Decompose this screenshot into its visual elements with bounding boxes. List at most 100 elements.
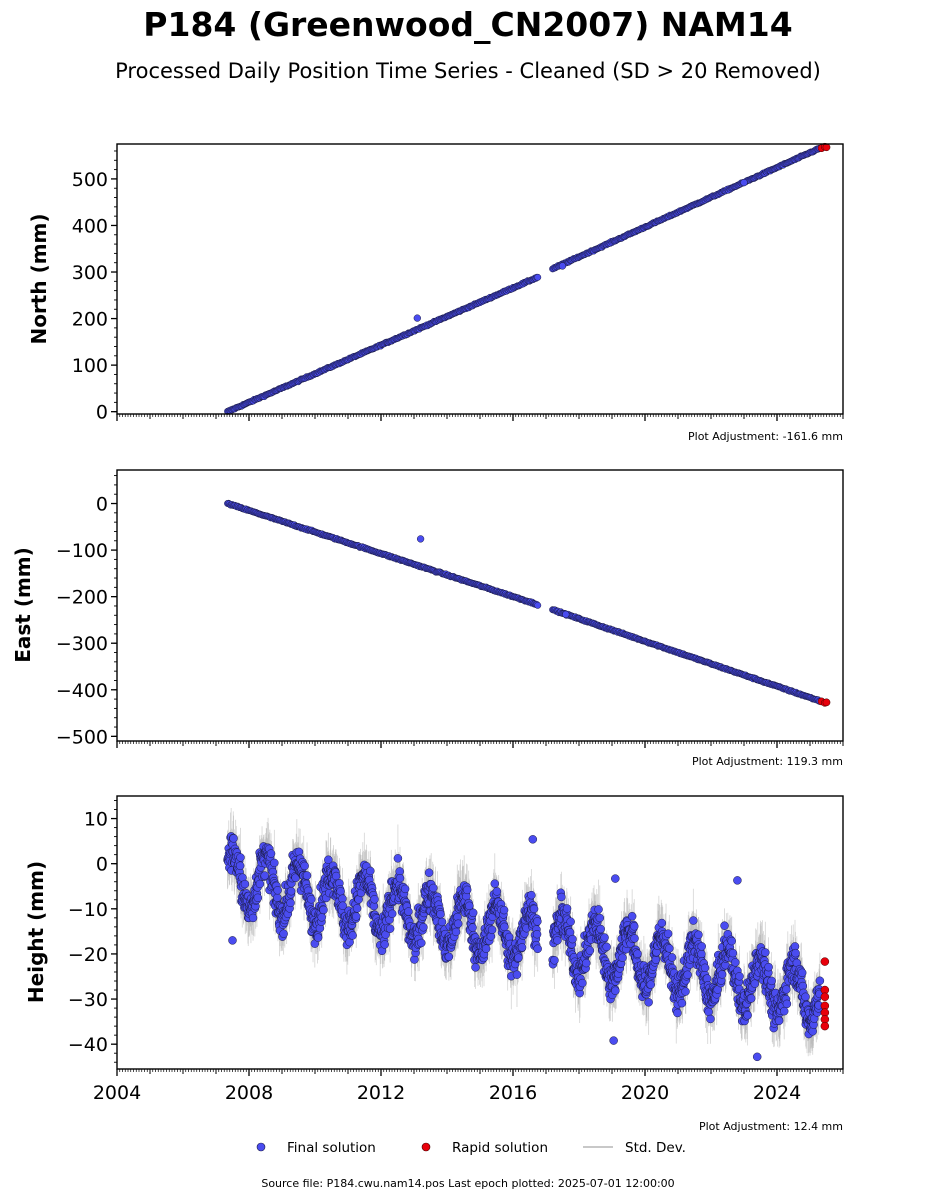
final-solution-point xyxy=(331,871,341,881)
final-solution-point xyxy=(273,886,282,895)
final-solution-point xyxy=(500,922,509,932)
final-solution-point xyxy=(260,871,269,880)
y-tick-label: 0 xyxy=(96,494,108,516)
y-tick-label: 500 xyxy=(72,169,108,191)
final-solution-point xyxy=(517,943,527,952)
final-solution-point xyxy=(366,866,375,876)
final-solution-point xyxy=(490,879,500,888)
final-solution-point xyxy=(348,931,357,940)
final-solution-outlier xyxy=(740,178,748,187)
chart-title: P184 (Greenwood_CN2007) NAM14 xyxy=(143,5,792,44)
north-panel: 0 100 200 300 400 500 North (mm) Plot Adjustm… xyxy=(27,142,844,443)
final-solution-point xyxy=(300,861,309,871)
final-solution-point xyxy=(385,924,395,933)
final-solution-point xyxy=(313,933,323,942)
final-solution-outlier xyxy=(562,610,570,618)
y-tick-label: 400 xyxy=(72,215,108,237)
y-tick-label: −300 xyxy=(56,633,108,655)
final-solution-point xyxy=(553,936,562,945)
final-solution-point xyxy=(487,925,497,935)
final-solution-point xyxy=(557,892,566,902)
north-adjustment: Plot Adjustment: -161.6 mm xyxy=(688,430,843,443)
final-solution-point xyxy=(352,904,362,913)
final-solution-point xyxy=(465,901,474,911)
final-solution-point xyxy=(240,879,250,889)
final-solution-point xyxy=(534,601,542,609)
final-solution-point xyxy=(499,905,509,915)
final-solution-point xyxy=(585,946,595,955)
final-solution-point xyxy=(462,885,472,895)
final-solution-point xyxy=(504,932,514,942)
final-solution-point xyxy=(306,895,316,904)
final-solution-point xyxy=(582,958,591,968)
final-solution-point xyxy=(270,858,279,868)
final-solution-point xyxy=(527,890,536,900)
final-solution-point xyxy=(451,927,461,937)
final-solution-point xyxy=(568,934,577,944)
final-solution-point xyxy=(255,879,265,889)
final-solution-point xyxy=(235,861,245,871)
final-solution-outlier xyxy=(416,535,425,543)
final-solution-point xyxy=(336,887,345,896)
y-tick-label: 200 xyxy=(72,309,108,331)
final-solution-point xyxy=(533,944,542,954)
final-solution-point xyxy=(370,895,379,904)
final-solution-point xyxy=(351,912,361,921)
final-solution-point xyxy=(533,917,542,926)
rapid-solution-point xyxy=(822,143,831,152)
final-solution-point xyxy=(393,854,403,863)
final-solution-point xyxy=(550,956,559,965)
final-solution-point xyxy=(453,919,463,928)
final-solution-point xyxy=(566,917,575,926)
final-solution-point xyxy=(319,905,328,915)
final-solution-outlier xyxy=(413,314,421,322)
east-adjustment: Plot Adjustment: 119.3 mm xyxy=(692,755,843,768)
final-solution-point xyxy=(387,909,397,919)
final-solution-point xyxy=(417,938,426,948)
y-tick-label: −100 xyxy=(56,540,108,562)
final-solution-point xyxy=(229,834,238,843)
final-solution-point xyxy=(468,908,478,918)
y-tick-label: −400 xyxy=(56,680,108,702)
final-solution-point xyxy=(492,887,502,896)
final-solution-point xyxy=(286,898,295,908)
final-solution-point xyxy=(279,929,288,938)
east-ylabel: East (mm) xyxy=(11,547,35,663)
final-solution-point xyxy=(429,883,438,893)
final-solution-point xyxy=(419,922,428,932)
final-solution-point xyxy=(273,893,282,902)
chart-subtitle: Processed Daily Position Time Series - C… xyxy=(115,59,821,83)
final-solution-point xyxy=(444,952,454,962)
final-solution-point xyxy=(437,917,447,927)
final-solution-point xyxy=(436,909,445,919)
final-solution-point xyxy=(532,929,542,939)
axis-frame xyxy=(116,469,844,742)
final-solution-point xyxy=(578,978,587,988)
east-panel: 0 −100 −200 −300 −400 −500 East (mm) Plot Adj… xyxy=(11,469,844,768)
final-solution-point xyxy=(236,853,245,862)
final-solution-point xyxy=(294,847,304,857)
rapid-solution-point xyxy=(822,698,831,707)
final-solution-point xyxy=(253,893,263,903)
final-solution-point xyxy=(534,273,542,281)
y-tick-label: −500 xyxy=(56,726,108,748)
north-ylabel: North (mm) xyxy=(27,213,51,344)
final-solution-point xyxy=(471,963,480,972)
y-tick-label: 100 xyxy=(72,355,108,377)
final-solution-point xyxy=(302,871,312,880)
final-solution-point xyxy=(400,884,410,894)
y-tick-label: 0 xyxy=(96,402,108,424)
final-solution-point xyxy=(404,907,413,916)
final-solution-point xyxy=(481,944,491,953)
final-solution-point xyxy=(266,849,276,858)
y-tick-label: 300 xyxy=(72,262,108,284)
final-solution-point xyxy=(512,970,522,979)
y-tick-label: −200 xyxy=(56,587,108,609)
final-solution-point xyxy=(529,904,539,914)
final-solution-point xyxy=(286,886,296,896)
final-solution-point xyxy=(468,923,477,932)
final-solution-point xyxy=(514,953,523,962)
final-solution-point xyxy=(395,873,405,883)
